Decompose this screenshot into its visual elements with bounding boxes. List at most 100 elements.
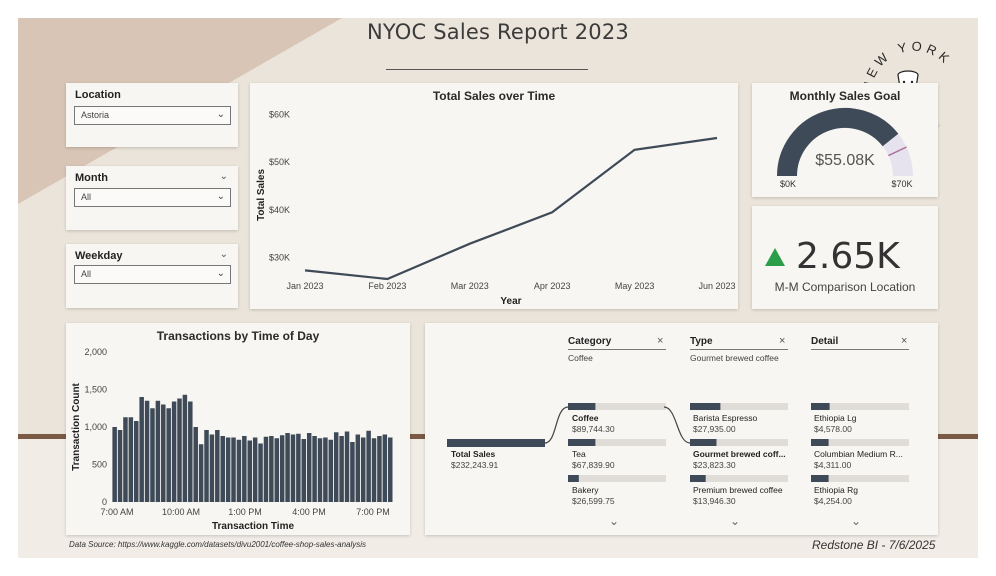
sales-line-chart: Total Sales over Time $30K $40K $50K $60K J…	[250, 83, 738, 309]
x-tick-label: Jun 2023	[698, 281, 735, 291]
chevron-down-icon[interactable]: ⌄	[730, 514, 741, 528]
month-slicer: Month ⌄ All ⌄	[66, 166, 238, 230]
bar	[339, 436, 344, 502]
y-tick-label: $30K	[269, 253, 290, 263]
bar	[204, 430, 209, 502]
bar-chart-ylabel: Transaction Count	[71, 382, 82, 470]
gauge-value: $55.08K	[815, 152, 875, 169]
dt-bar-track	[690, 403, 788, 410]
bar	[171, 401, 177, 502]
close-icon[interactable]: ×	[901, 335, 908, 347]
dt-node-name[interactable]: Ethiopia Rg	[814, 485, 858, 495]
line-chart-xlabel: Year	[500, 296, 521, 307]
bar	[269, 436, 274, 502]
bar	[350, 442, 355, 502]
bar	[258, 443, 263, 502]
dt-node-value: $4,311.00	[814, 460, 852, 470]
bar	[150, 408, 155, 502]
bar	[296, 433, 301, 502]
dt-connector	[663, 406, 691, 444]
bar	[128, 417, 134, 502]
bar	[377, 436, 382, 502]
chevron-down-icon[interactable]: ⌄	[609, 514, 620, 528]
bar	[274, 438, 280, 502]
bar	[279, 435, 285, 502]
line-chart-ylabel: Total Sales	[256, 169, 267, 221]
dt-bar-track	[690, 475, 788, 482]
dt-connector	[544, 406, 569, 444]
gauge-title: Monthly Sales Goal	[789, 89, 901, 103]
dt-node-root-name[interactable]: Total Sales	[451, 449, 496, 459]
bar	[182, 394, 188, 502]
bar	[317, 438, 323, 502]
gauge-max: $70K	[891, 179, 912, 189]
dt-node-name[interactable]: Ethiopia Lg	[814, 413, 857, 423]
y-tick-label: 1,000	[84, 422, 107, 432]
bar	[301, 439, 307, 502]
dt-header-detail[interactable]: Detail	[811, 336, 839, 347]
bar	[242, 436, 247, 502]
dt-bar-track	[568, 439, 666, 446]
dt-bar-fill	[811, 439, 829, 446]
chevron-down-icon[interactable]: ⌄	[219, 249, 228, 260]
dt-selected-type: Gourmet brewed coffee	[690, 353, 779, 363]
dt-node-value: $23,823.30	[693, 460, 736, 470]
dt-node-name[interactable]: Tea	[572, 449, 586, 459]
dt-header-rule	[568, 349, 666, 350]
bar	[236, 439, 242, 502]
dt-node-name[interactable]: Barista Espresso	[693, 413, 758, 423]
kpi-value: 2.65K	[796, 236, 900, 277]
bar	[333, 432, 339, 502]
dt-node-name[interactable]: Premium brewed coffee	[693, 485, 783, 495]
dt-bar-track	[690, 439, 788, 446]
x-tick-label: 10:00 AM	[162, 507, 200, 517]
close-icon[interactable]: ×	[657, 335, 664, 347]
dt-node-value: $13,946.30	[693, 496, 736, 506]
bar	[371, 438, 377, 502]
bar	[155, 400, 161, 502]
month-value: All	[81, 192, 92, 202]
bar	[220, 436, 225, 502]
chevron-down-icon[interactable]: ⌄	[851, 514, 862, 528]
bar	[231, 437, 236, 502]
bar	[360, 437, 366, 502]
location-dropdown[interactable]: Astoria ⌄	[74, 106, 231, 125]
y-tick-label: 1,500	[84, 385, 107, 395]
dt-header-category[interactable]: Category	[568, 336, 612, 347]
dt-node-name[interactable]: Columbian Medium R...	[814, 449, 903, 459]
dt-bar-fill	[568, 475, 579, 482]
weekday-slicer: Weekday ⌄ All ⌄	[66, 244, 238, 308]
dt-bar-fill	[690, 403, 721, 410]
dt-header-type[interactable]: Type	[690, 336, 713, 347]
bar	[328, 439, 334, 502]
weekday-dropdown[interactable]: All ⌄	[74, 265, 231, 284]
y-tick-label: 500	[92, 460, 107, 470]
chevron-down-icon[interactable]: ⌄	[219, 171, 228, 182]
bar	[144, 400, 150, 502]
dt-node-value: $4,254.00	[814, 496, 852, 506]
gauge-target-marker	[888, 146, 907, 157]
close-icon[interactable]: ×	[779, 335, 786, 347]
x-tick-label: 1:00 PM	[228, 507, 262, 517]
y-tick-label: 0	[102, 497, 107, 507]
dt-bar-fill	[690, 475, 706, 482]
x-tick-label: Apr 2023	[534, 281, 571, 291]
dt-bar-track	[811, 403, 909, 410]
dt-bar-track	[568, 475, 666, 482]
chevron-down-icon: ⌄	[216, 268, 225, 279]
dt-node-name[interactable]: Bakery	[572, 485, 599, 495]
y-tick-label: $50K	[269, 157, 290, 167]
bar	[139, 397, 144, 502]
x-tick-label: Jan 2023	[286, 281, 323, 291]
month-dropdown[interactable]: All ⌄	[74, 188, 231, 207]
dt-node-name[interactable]: Gourmet brewed coff...	[693, 449, 786, 459]
bar	[134, 421, 139, 502]
weekday-label: Weekday	[75, 250, 123, 262]
dt-node-name[interactable]: Coffee	[572, 413, 599, 423]
location-label: Location	[75, 89, 121, 101]
dt-node-value: $89,744.30	[572, 424, 615, 434]
x-tick-label: Feb 2023	[368, 281, 406, 291]
bar	[209, 434, 215, 502]
bar	[252, 437, 258, 502]
dt-bar-fill	[811, 403, 830, 410]
